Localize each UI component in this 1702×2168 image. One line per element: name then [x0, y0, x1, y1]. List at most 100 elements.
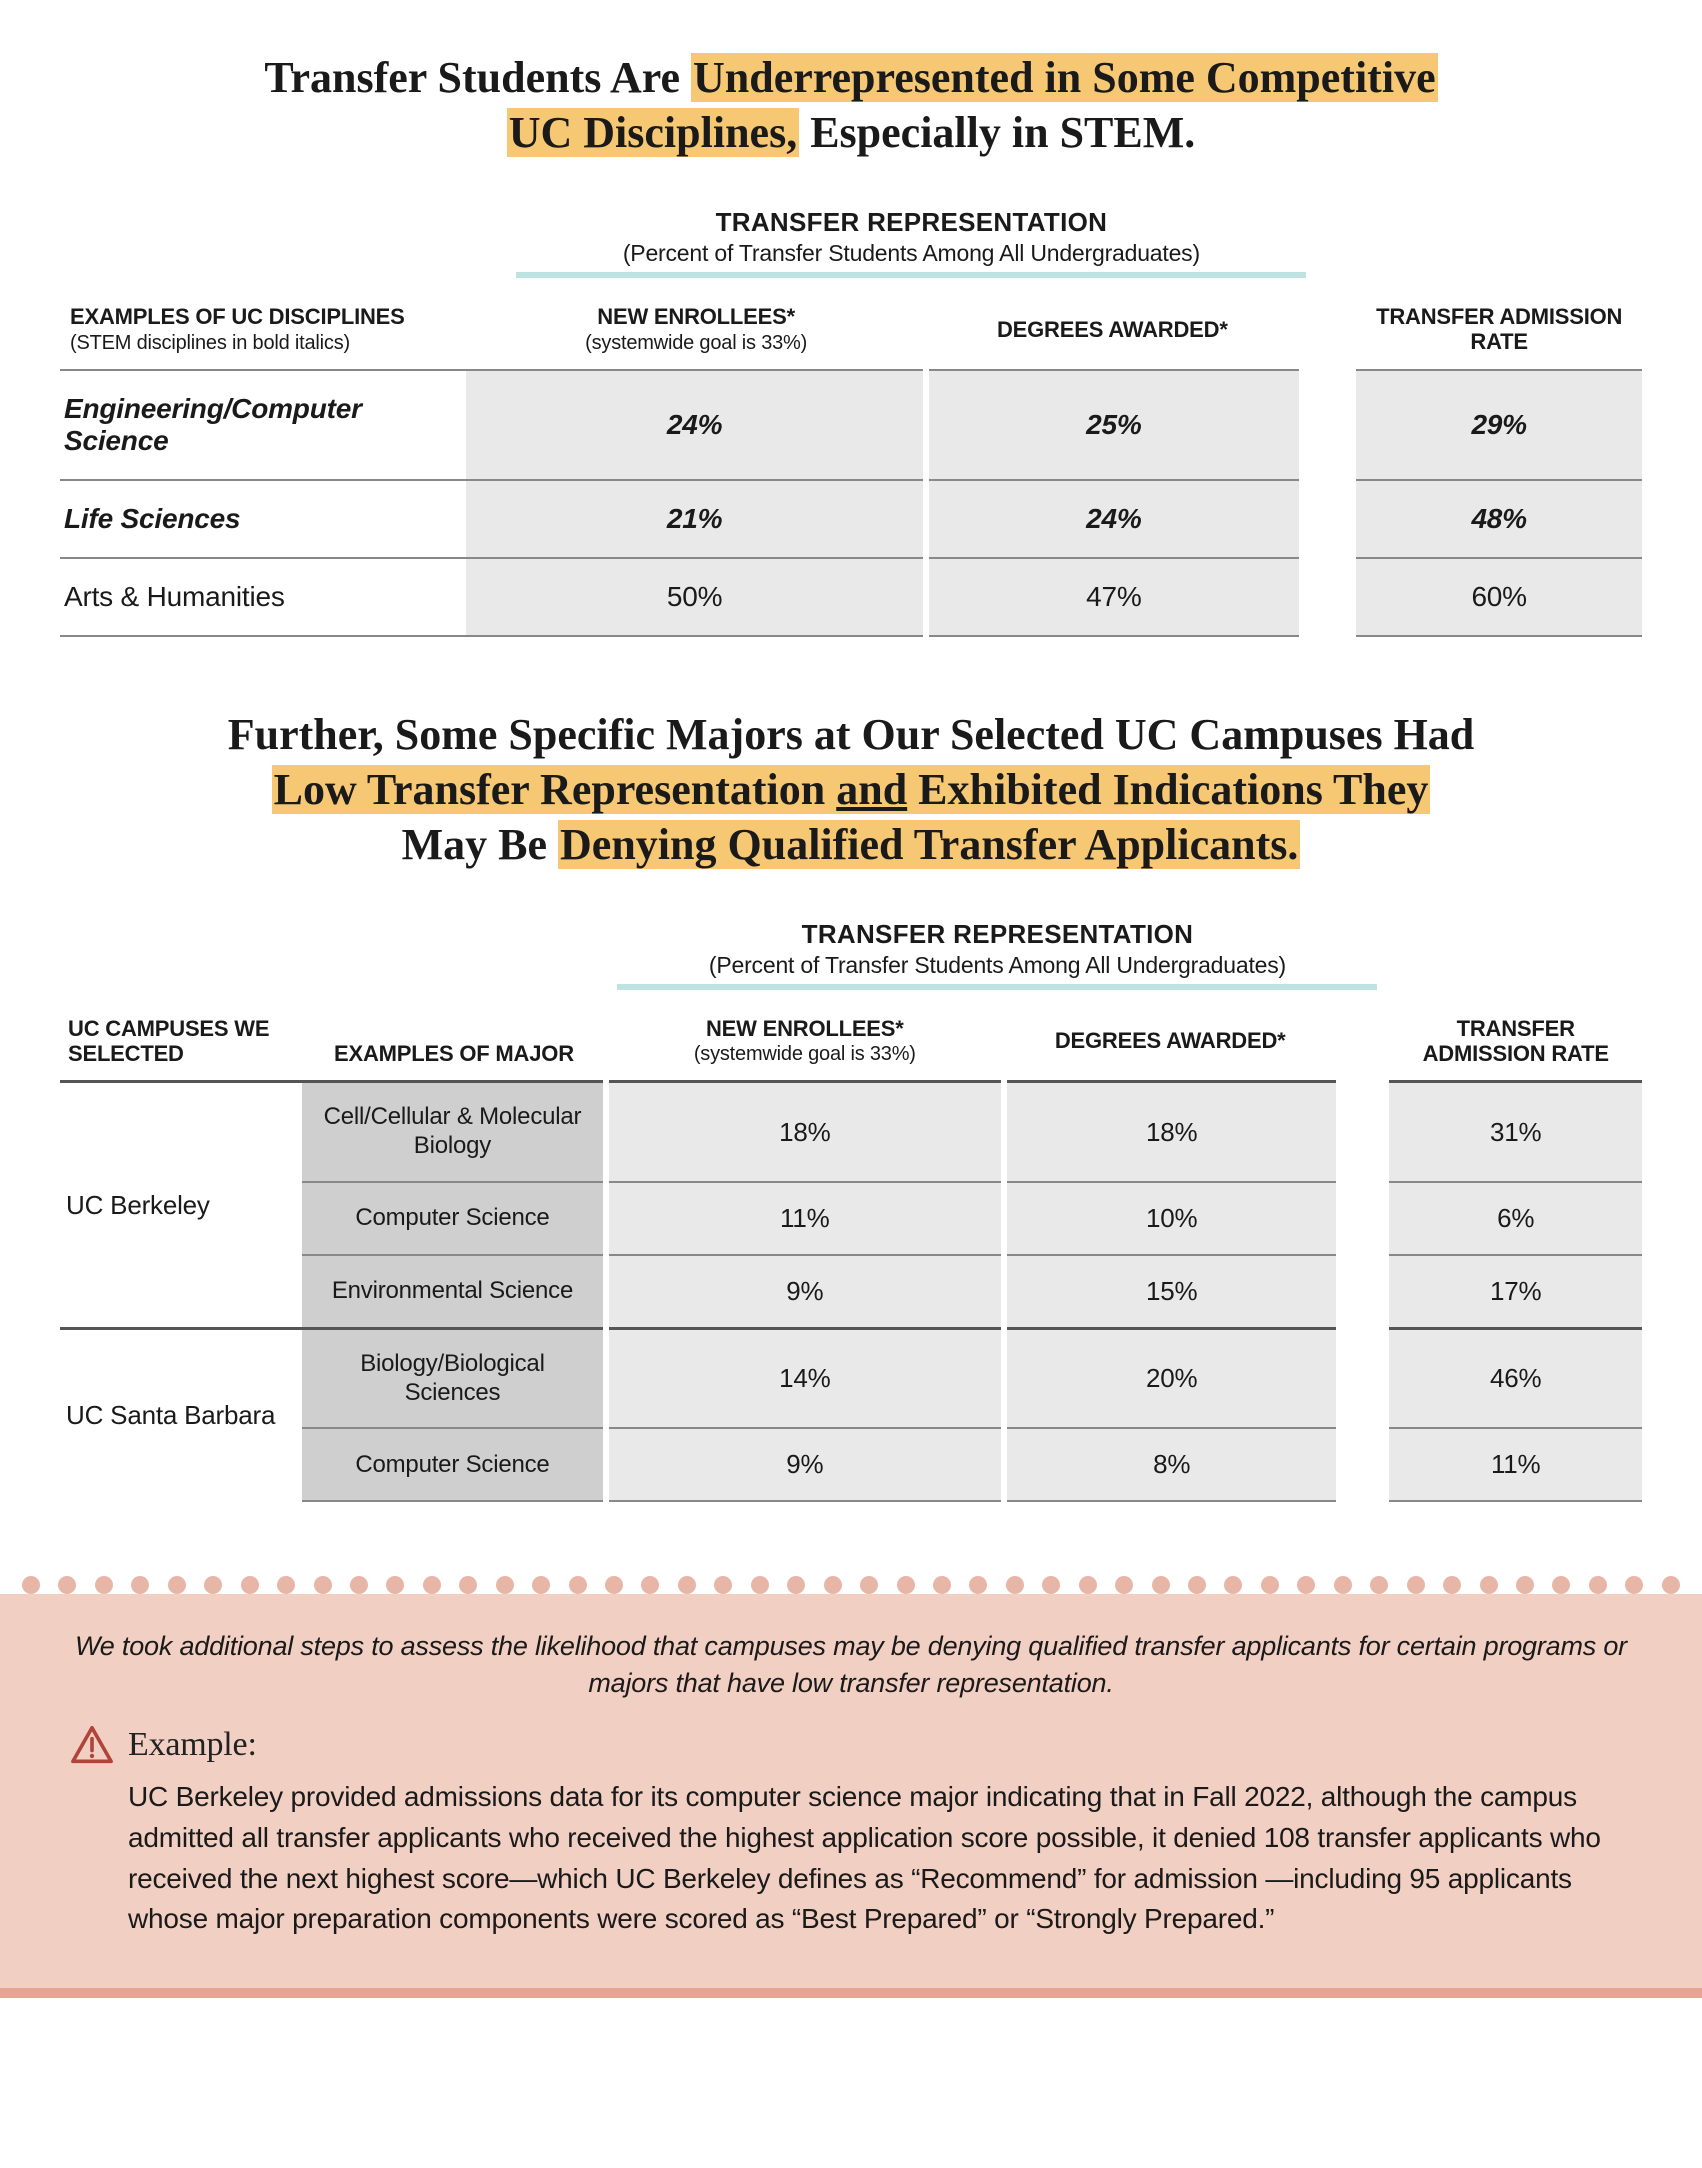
section1-title: Transfer Students Are Underrepresented i… [60, 50, 1642, 160]
dot [933, 1576, 951, 1594]
t1-col-discipline: EXAMPLES OF UC DISCIPLINES [70, 304, 405, 329]
dot-row [0, 1562, 1702, 1594]
t1-col-deg: DEGREES AWARDED* [997, 317, 1228, 342]
dot [277, 1576, 295, 1594]
t2-spacer [1336, 1428, 1389, 1501]
t1-col-rate: TRANSFER ADMISSION RATE [1376, 304, 1622, 354]
t1-col-discipline-sub: (STEM disciplines in bold italics) [70, 332, 456, 355]
rep-sub: (Percent of Transfer Students Among All … [476, 240, 1346, 266]
t2-col-campus: UC CAMPUSES WE SELECTED [68, 1016, 269, 1066]
t2-col-major: EXAMPLES OF MAJOR [334, 1041, 574, 1066]
dot [1188, 1576, 1206, 1594]
dot [1224, 1576, 1242, 1594]
dot [1079, 1576, 1097, 1594]
t2-new: 11% [606, 1182, 1005, 1255]
title2-line3pre: May Be [402, 820, 558, 869]
dot [1370, 1576, 1388, 1594]
t2-deg: 20% [1004, 1328, 1336, 1428]
t2-deg: 10% [1004, 1182, 1336, 1255]
t2-rate: 11% [1389, 1428, 1642, 1501]
t1-new: 21% [466, 480, 925, 558]
dot [1006, 1576, 1024, 1594]
t1-spacer [1299, 370, 1356, 480]
dot [241, 1576, 259, 1594]
dot [1115, 1576, 1133, 1594]
callout-wrap: We took additional steps to assess the l… [0, 1562, 1702, 1997]
dot [1407, 1576, 1425, 1594]
t2-new: 14% [606, 1328, 1005, 1428]
rep-sub2: (Percent of Transfer Students Among All … [614, 952, 1382, 978]
t1-deg: 47% [926, 558, 1299, 636]
t2-spacer [1336, 1255, 1389, 1329]
t2-spacer [1336, 1082, 1389, 1182]
t1-new: 50% [466, 558, 925, 636]
t2-campus: UC Berkeley [60, 1082, 302, 1329]
dot [58, 1576, 76, 1594]
table2-block: UC CAMPUSES WE SELECTED EXAMPLES OF MAJO… [60, 912, 1642, 1503]
dot [532, 1576, 550, 1594]
dot [1334, 1576, 1352, 1594]
title2-line1: Further, Some Specific Majors at Our Sel… [228, 710, 1475, 759]
dot [1480, 1576, 1498, 1594]
section2-title: Further, Some Specific Majors at Our Sel… [60, 707, 1642, 872]
title1-pre: Transfer Students Are [264, 53, 691, 102]
t2-col-new-sub: (systemwide goal is 33%) [614, 1043, 997, 1066]
t2-col-rate: TRANSFER ADMISSION RATE [1423, 1016, 1609, 1066]
t2-major: Computer Science [302, 1428, 605, 1501]
title2-hl2: Exhibited Indications They [907, 765, 1428, 814]
example-label: Example: [128, 1726, 257, 1764]
t2-deg: 8% [1004, 1428, 1336, 1501]
dot [1261, 1576, 1279, 1594]
dot [314, 1576, 332, 1594]
t2-rate: 17% [1389, 1255, 1642, 1329]
dot [1625, 1576, 1643, 1594]
dot [131, 1576, 149, 1594]
t1-rate: 29% [1356, 370, 1642, 480]
t1-body: Engineering/Computer Science24%25%29%Lif… [60, 370, 1642, 636]
dot [22, 1576, 40, 1594]
dot [168, 1576, 186, 1594]
dot [204, 1576, 222, 1594]
example-body: UC Berkeley provided admissions data for… [70, 1777, 1632, 1939]
t2-rate: 46% [1389, 1328, 1642, 1428]
callout-box: We took additional steps to assess the l… [0, 1594, 1702, 1997]
dot [496, 1576, 514, 1594]
dot [860, 1576, 878, 1594]
dot [1552, 1576, 1570, 1594]
dot [1297, 1576, 1315, 1594]
dot [1516, 1576, 1534, 1594]
title2-hl1: Low Transfer Representation [274, 765, 837, 814]
rep-title2: TRANSFER REPRESENTATION [614, 920, 1382, 950]
callout-intro: We took additional steps to assess the l… [70, 1628, 1632, 1701]
t2-new: 18% [606, 1082, 1005, 1182]
dot [824, 1576, 842, 1594]
t1-discipline: Life Sciences [60, 480, 466, 558]
t1-spacer [1299, 480, 1356, 558]
t1-rate: 60% [1356, 558, 1642, 636]
rep-underline [516, 272, 1306, 278]
t2-major: Biology/Biological Sciences [302, 1328, 605, 1428]
dot [95, 1576, 113, 1594]
dot [569, 1576, 587, 1594]
t1-new: 24% [466, 370, 925, 480]
table1-block: EXAMPLES OF UC DISCIPLINES (STEM discipl… [60, 200, 1642, 637]
title1-hl1: Underrepresented in Some Competitive [691, 53, 1438, 102]
title1-hl2: UC Disciplines, [507, 108, 799, 157]
t2-rate: 6% [1389, 1182, 1642, 1255]
t1-deg: 25% [926, 370, 1299, 480]
dot [459, 1576, 477, 1594]
title2-hl3: Denying Qualified Transfer Applicants. [558, 820, 1300, 869]
dot [1042, 1576, 1060, 1594]
dot [714, 1576, 732, 1594]
t2-major: Computer Science [302, 1182, 605, 1255]
t2-spacer [1336, 1328, 1389, 1428]
t2-rate: 31% [1389, 1082, 1642, 1182]
dot [897, 1576, 915, 1594]
dot [1443, 1576, 1461, 1594]
title2-ul: and [836, 765, 907, 814]
t2-body: UC BerkeleyCell/Cellular & Molecular Bio… [60, 1082, 1642, 1502]
t2-major: Cell/Cellular & Molecular Biology [302, 1082, 605, 1182]
rep-title: TRANSFER REPRESENTATION [476, 208, 1346, 238]
rep-underline2 [617, 984, 1377, 990]
dot [350, 1576, 368, 1594]
